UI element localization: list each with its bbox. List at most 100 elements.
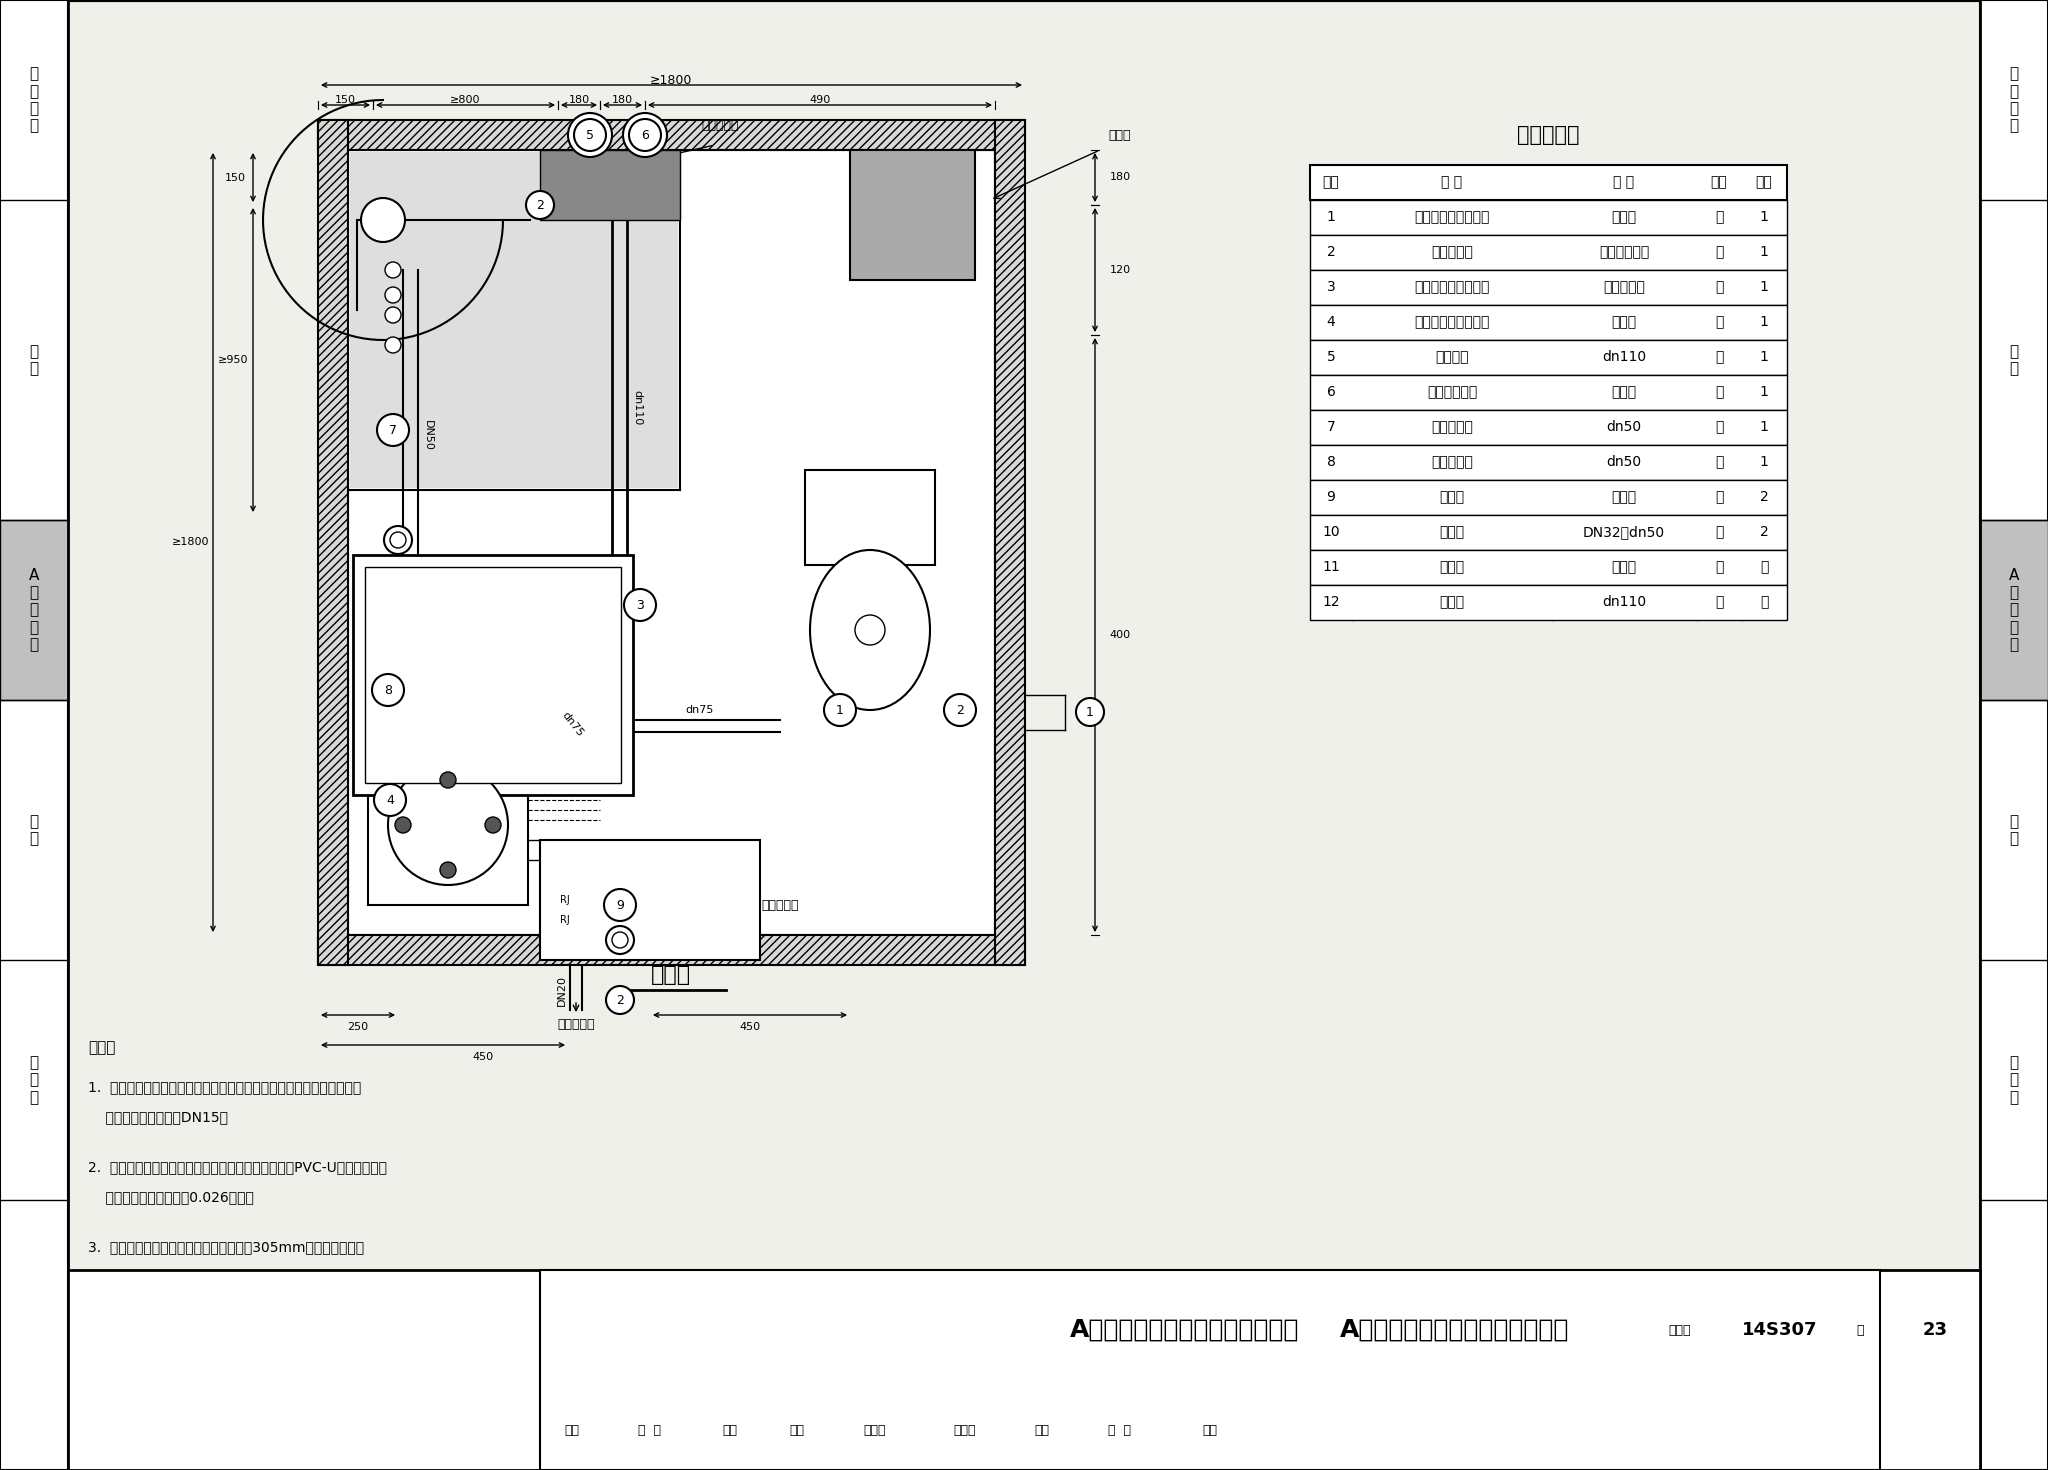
Text: 250: 250 xyxy=(348,1022,369,1032)
Text: ≥1800: ≥1800 xyxy=(649,74,692,87)
Text: 400: 400 xyxy=(1110,631,1130,639)
Bar xyxy=(365,567,621,784)
Circle shape xyxy=(377,415,410,445)
Text: 2: 2 xyxy=(956,704,965,716)
Text: 1: 1 xyxy=(1759,279,1767,294)
Text: 挂墙式: 挂墙式 xyxy=(1612,210,1636,223)
Text: 个: 个 xyxy=(1714,456,1722,469)
Text: DN50: DN50 xyxy=(424,420,432,451)
Bar xyxy=(0,520,68,700)
Text: －: － xyxy=(1759,595,1767,609)
Text: 万水: 万水 xyxy=(1202,1423,1217,1436)
Circle shape xyxy=(604,889,637,922)
Text: 3: 3 xyxy=(637,598,643,612)
Text: 按设计: 按设计 xyxy=(1612,490,1636,504)
Text: 吊顶检修门: 吊顶检修门 xyxy=(762,898,799,911)
Circle shape xyxy=(385,337,401,353)
Text: 件、排水横支管坡度为0.026绘制。: 件、排水横支管坡度为0.026绘制。 xyxy=(88,1191,254,1204)
Text: 2: 2 xyxy=(616,994,625,1007)
Bar xyxy=(1311,514,1788,550)
Text: 7: 7 xyxy=(1327,420,1335,434)
Text: 450: 450 xyxy=(739,1022,760,1032)
Bar xyxy=(317,121,1024,150)
Bar xyxy=(1311,200,1788,235)
Text: 1: 1 xyxy=(1327,210,1335,223)
Text: 沙文斗: 沙文斗 xyxy=(954,1423,977,1436)
Text: 1: 1 xyxy=(1759,210,1767,223)
Text: 套: 套 xyxy=(1714,210,1722,223)
Text: 490: 490 xyxy=(809,96,831,104)
Text: 主要设备表: 主要设备表 xyxy=(1518,125,1579,146)
Text: 全钢化玻璃: 全钢化玻璃 xyxy=(1604,279,1645,294)
Text: 套: 套 xyxy=(1714,245,1722,259)
Bar xyxy=(317,121,348,964)
Text: RJ: RJ xyxy=(559,914,569,925)
Bar xyxy=(1311,340,1788,375)
Circle shape xyxy=(625,589,655,620)
Text: 专用通气立管: 专用通气立管 xyxy=(1427,385,1477,398)
Text: 混凝土砌块: 混凝土砌块 xyxy=(700,119,739,131)
Text: 6: 6 xyxy=(1327,385,1335,398)
Text: 按设计: 按设计 xyxy=(1612,385,1636,398)
Text: 名 称: 名 称 xyxy=(1442,175,1462,190)
Text: ≥1800: ≥1800 xyxy=(172,537,209,547)
Text: A
型
卫
生
间: A 型 卫 生 间 xyxy=(2009,567,2019,653)
Bar xyxy=(68,1270,1980,1470)
Circle shape xyxy=(395,817,412,833)
Text: 11: 11 xyxy=(1323,560,1339,573)
Bar xyxy=(1980,0,2048,1470)
Text: 按设计: 按设计 xyxy=(1612,315,1636,329)
Text: 12: 12 xyxy=(1323,595,1339,609)
Bar xyxy=(1311,445,1788,481)
Circle shape xyxy=(389,532,406,548)
Text: 4: 4 xyxy=(1327,315,1335,329)
Text: 2: 2 xyxy=(1327,245,1335,259)
Text: 平面图: 平面图 xyxy=(651,964,690,985)
Text: 10: 10 xyxy=(1323,525,1339,539)
Circle shape xyxy=(385,262,401,278)
Text: dn110: dn110 xyxy=(1602,350,1647,365)
Text: 页: 页 xyxy=(1855,1323,1864,1336)
Text: ≥950: ≥950 xyxy=(217,354,248,365)
Text: 审核: 审核 xyxy=(565,1423,580,1436)
Bar xyxy=(369,745,528,906)
Circle shape xyxy=(440,772,457,788)
Text: 万  水: 万 水 xyxy=(1108,1423,1130,1436)
Circle shape xyxy=(440,861,457,878)
Circle shape xyxy=(526,191,555,219)
Bar xyxy=(1311,585,1788,620)
Text: 套: 套 xyxy=(1714,279,1722,294)
Bar xyxy=(1311,410,1788,445)
Bar xyxy=(1311,550,1788,585)
Text: 3.  本卫生间平面布置同时也适用于坑距为305mm的坐式大便器。: 3. 本卫生间平面布置同时也适用于坑距为305mm的坐式大便器。 xyxy=(88,1241,365,1254)
Bar xyxy=(541,839,760,960)
Text: 存水弯: 存水弯 xyxy=(1440,525,1464,539)
Text: 个: 个 xyxy=(1714,595,1722,609)
Text: 根: 根 xyxy=(1714,385,1722,398)
Bar xyxy=(850,150,975,279)
Text: 23: 23 xyxy=(1923,1322,1948,1339)
Text: 1: 1 xyxy=(1759,456,1767,469)
Text: 张文华: 张文华 xyxy=(864,1423,887,1436)
Text: 1: 1 xyxy=(1759,385,1767,398)
Text: 多通道地漏: 多通道地漏 xyxy=(1432,456,1473,469)
Text: 5: 5 xyxy=(586,128,594,141)
Bar xyxy=(348,150,995,935)
Text: 1: 1 xyxy=(1085,706,1094,719)
Text: 厨
房: 厨 房 xyxy=(29,814,39,847)
Text: dn50: dn50 xyxy=(1606,456,1642,469)
Text: 规 格: 规 格 xyxy=(1614,175,1634,190)
Circle shape xyxy=(944,694,977,726)
Text: 节
点
详
图: 节 点 详 图 xyxy=(29,66,39,134)
Text: 单柄淋浴水嘴淋浴房: 单柄淋浴水嘴淋浴房 xyxy=(1415,279,1489,294)
Circle shape xyxy=(360,198,406,243)
Text: 按设计: 按设计 xyxy=(1612,560,1636,573)
Text: A
型
卫
生
间: A 型 卫 生 间 xyxy=(29,567,39,653)
Text: 7: 7 xyxy=(389,423,397,437)
Text: 坐式大便器: 坐式大便器 xyxy=(1432,245,1473,259)
Circle shape xyxy=(567,113,612,157)
Text: 5: 5 xyxy=(1327,350,1335,365)
Text: 1: 1 xyxy=(1759,420,1767,434)
Text: dn75: dn75 xyxy=(559,710,584,738)
Text: 180: 180 xyxy=(1110,172,1130,182)
